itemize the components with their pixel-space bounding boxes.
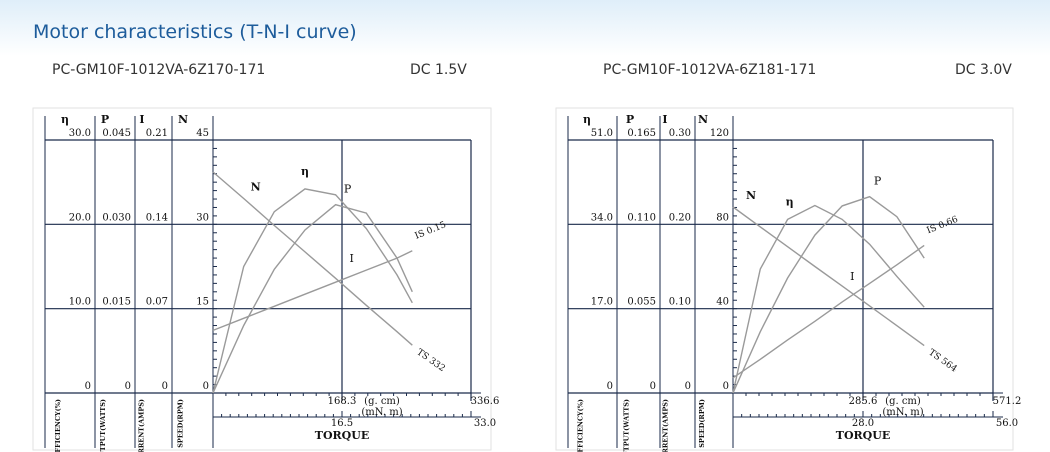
y-tick-label: 0 bbox=[723, 381, 729, 392]
banner bbox=[0, 0, 1050, 56]
axis-header: P bbox=[101, 113, 109, 126]
y-tick-label: 15 bbox=[196, 297, 209, 308]
y-tick-label: 0 bbox=[125, 381, 131, 392]
curve bbox=[732, 244, 925, 379]
curve-label: P bbox=[344, 183, 352, 196]
y-tick-label: 17.0 bbox=[591, 297, 613, 308]
x2-tick-label: 33.0 bbox=[474, 418, 496, 429]
curve bbox=[212, 188, 413, 394]
x-tick-label: 336.6 bbox=[471, 396, 500, 407]
axis-title: CURRENT(AMPS) bbox=[138, 399, 146, 452]
axis-title: EFFICIENCY(%) bbox=[577, 399, 585, 452]
axis-title: EFFICIENCY(%) bbox=[54, 399, 62, 452]
y-tick-label: 0.165 bbox=[627, 128, 656, 139]
voltage: DC 1.5V bbox=[410, 62, 467, 78]
x-label: TORQUE bbox=[315, 429, 369, 442]
y-tick-label: 40 bbox=[716, 297, 729, 308]
y-tick-label: 34.0 bbox=[591, 212, 613, 223]
curve-label: η bbox=[786, 195, 794, 208]
x-tick-label: 285.6 bbox=[849, 396, 878, 407]
x2-tick-label: 16.5 bbox=[331, 418, 353, 429]
axis-title: OUTPUT(WATTS) bbox=[99, 399, 107, 452]
curve-label: I bbox=[349, 252, 353, 265]
annotation: TS 564 bbox=[926, 348, 958, 375]
axis-title: OUTPUT(WATTS) bbox=[623, 399, 631, 452]
y-tick-label: 0.30 bbox=[669, 128, 691, 139]
annotation: IS 0.15 bbox=[414, 220, 448, 242]
y-tick-label: 51.0 bbox=[591, 128, 613, 139]
axis-header: η bbox=[583, 113, 591, 126]
x-unit: (g. cm) bbox=[885, 396, 921, 407]
x2-tick-label: 56.0 bbox=[996, 418, 1018, 429]
model: PC-GM10F-1012VA-6Z170-171 bbox=[52, 62, 266, 78]
curve bbox=[732, 204, 925, 394]
y-tick-label: 0.055 bbox=[627, 297, 656, 308]
curve-label: I bbox=[850, 270, 854, 283]
curve bbox=[732, 195, 925, 394]
axis-header: N bbox=[698, 113, 708, 126]
axis-header: η bbox=[61, 113, 69, 126]
y-tick-label: 0.07 bbox=[146, 297, 168, 308]
axis-title: CURRENT(AMPS) bbox=[662, 399, 670, 452]
curve-label: N bbox=[251, 180, 261, 193]
y-tick-label: 0 bbox=[685, 381, 691, 392]
y-tick-label: 120 bbox=[710, 128, 729, 139]
curve bbox=[732, 206, 925, 347]
y-tick-label: 0.110 bbox=[627, 212, 656, 223]
y-tick-label: 10.0 bbox=[69, 297, 91, 308]
x-tick-label: 168.3 bbox=[328, 396, 357, 407]
x2-tick-label: 28.0 bbox=[852, 418, 874, 429]
voltage: DC 3.0V bbox=[955, 62, 1012, 78]
y-tick-label: 30.0 bbox=[69, 128, 91, 139]
y-tick-label: 45 bbox=[196, 128, 209, 139]
annotation: TS 332 bbox=[415, 347, 447, 374]
y-tick-label: 0.015 bbox=[102, 297, 131, 308]
y-tick-label: 0 bbox=[203, 381, 209, 392]
y-tick-label: 0.20 bbox=[669, 212, 691, 223]
curve bbox=[212, 250, 413, 332]
axis-header: I bbox=[139, 113, 144, 126]
y-tick-label: 20.0 bbox=[69, 212, 91, 223]
model: PC-GM10F-1012VA-6Z181-171 bbox=[603, 62, 817, 78]
x2-unit: (mN. m) bbox=[882, 407, 923, 418]
chart-frame bbox=[555, 107, 1014, 451]
axis-header: N bbox=[178, 113, 188, 126]
axis-header: P bbox=[626, 113, 634, 126]
x-tick-label: 571.2 bbox=[993, 396, 1022, 407]
y-tick-label: 0 bbox=[607, 381, 613, 392]
curve bbox=[212, 203, 413, 394]
annotation: IS 0.66 bbox=[926, 215, 960, 237]
curve-label: N bbox=[746, 189, 756, 202]
page-title: Motor characteristics (T-N-I curve) bbox=[33, 21, 357, 43]
y-tick-label: 0 bbox=[162, 381, 168, 392]
y-tick-label: 0 bbox=[85, 381, 91, 392]
curve-label: P bbox=[874, 175, 882, 188]
y-tick-label: 30 bbox=[196, 212, 209, 223]
y-tick-label: 0.045 bbox=[102, 128, 131, 139]
axis-title: SPEED(RPM) bbox=[698, 399, 706, 448]
curve-label: η bbox=[301, 165, 309, 178]
chart-frame bbox=[32, 107, 492, 451]
y-tick-label: 0.10 bbox=[669, 297, 691, 308]
x-unit: (g. cm) bbox=[364, 396, 400, 407]
axis-header: I bbox=[662, 113, 667, 126]
x2-unit: (mN. m) bbox=[361, 407, 402, 418]
y-tick-label: 0 bbox=[650, 381, 656, 392]
y-tick-label: 0.14 bbox=[146, 212, 168, 223]
curve bbox=[212, 171, 413, 346]
y-tick-label: 0.21 bbox=[146, 128, 168, 139]
x-label: TORQUE bbox=[836, 429, 890, 442]
y-tick-label: 0.030 bbox=[102, 212, 131, 223]
axis-title: SPEED(RPM) bbox=[177, 399, 185, 448]
y-tick-label: 80 bbox=[716, 212, 729, 223]
